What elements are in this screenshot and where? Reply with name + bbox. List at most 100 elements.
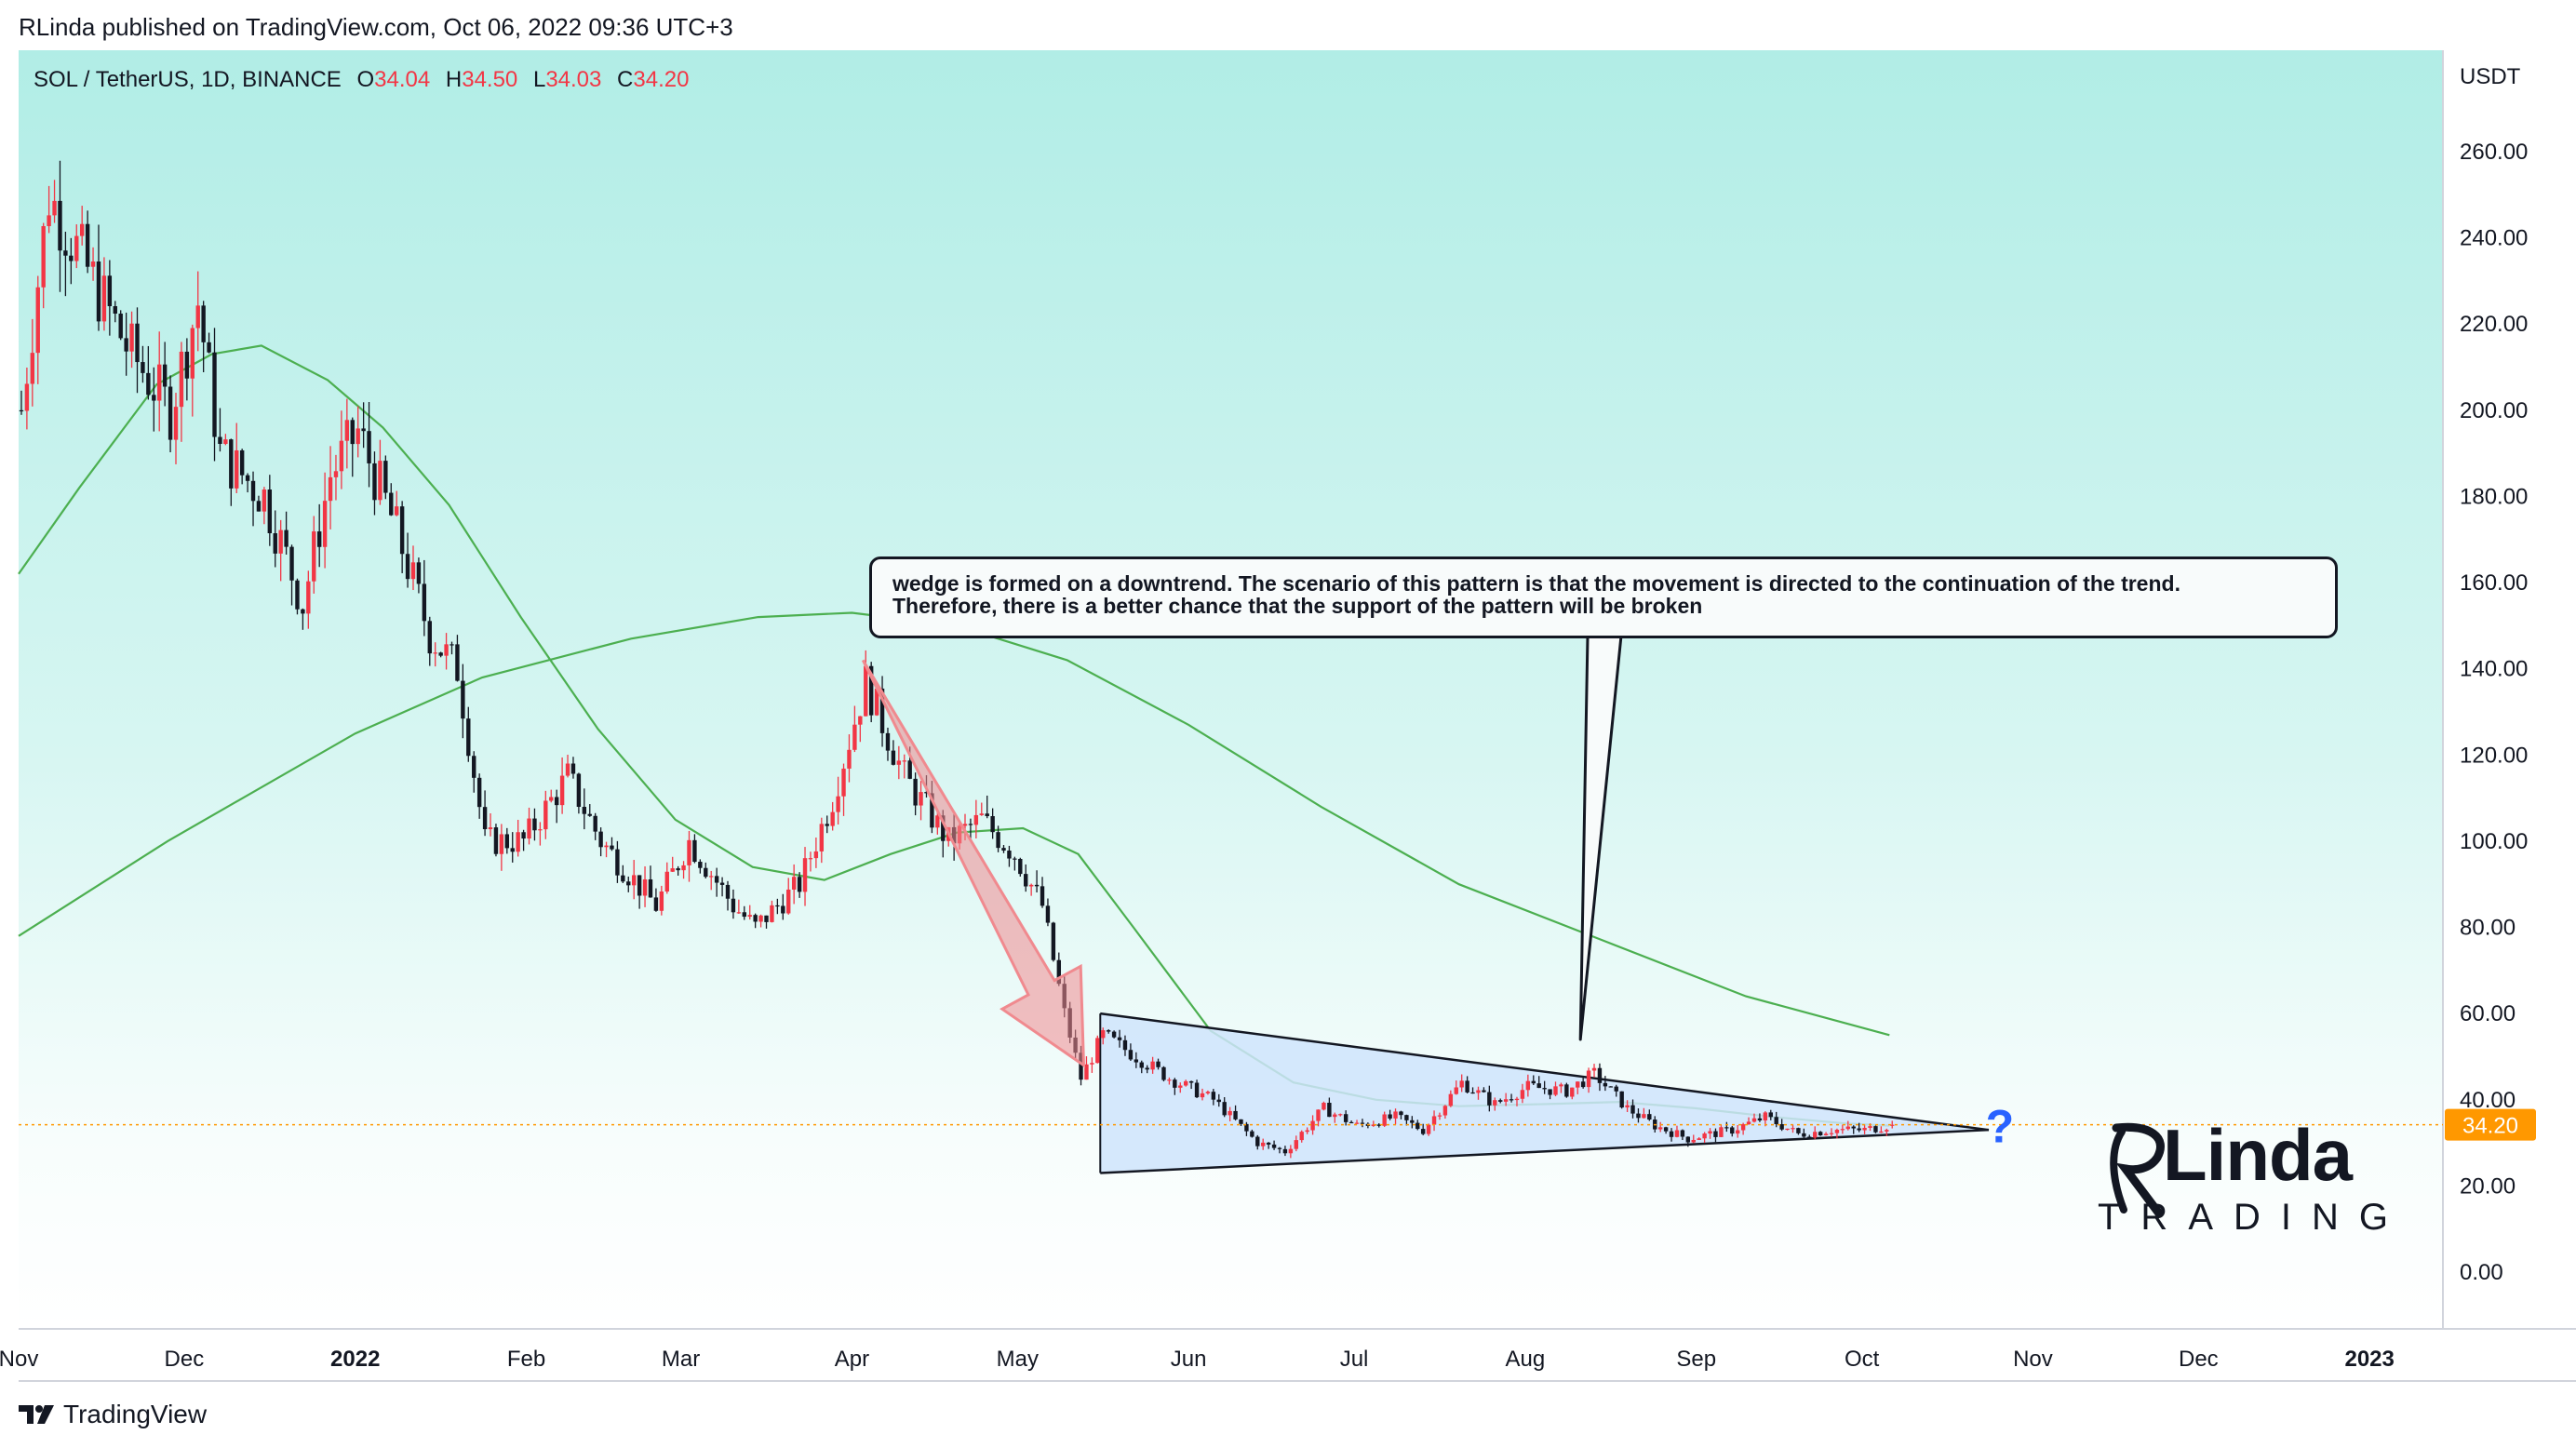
candle-body (1173, 1079, 1177, 1088)
candle-body (1597, 1067, 1603, 1083)
candle-body (1134, 1059, 1139, 1063)
candle-body (1625, 1105, 1630, 1108)
candle-body (79, 223, 85, 236)
candle-body (190, 328, 195, 379)
candle-body (1514, 1098, 1520, 1101)
x-tick-label: May (997, 1347, 1039, 1372)
candle-body (819, 824, 825, 851)
candle-body (1476, 1090, 1481, 1093)
open-label: O (356, 67, 375, 92)
candle-body (670, 868, 675, 872)
candle-body (1493, 1100, 1497, 1106)
candle-body (935, 815, 940, 828)
candle-body (1399, 1111, 1403, 1116)
candle-body (731, 898, 736, 913)
candle-body (218, 436, 222, 444)
candle-body (1630, 1105, 1635, 1114)
candle-body (747, 915, 752, 918)
candle-body (1818, 1132, 1823, 1136)
candle-body (278, 530, 283, 554)
candle-body (195, 305, 200, 328)
candle-body (676, 868, 680, 871)
candle-body (47, 215, 51, 227)
candle-body (410, 562, 416, 580)
y-tick-label: 120.00 (2460, 743, 2528, 768)
candle-body (990, 816, 995, 833)
candle-body (1250, 1131, 1254, 1137)
candle-body (1657, 1127, 1663, 1130)
question-mark: ? (1986, 1101, 2015, 1153)
candle-body (1890, 1124, 1895, 1126)
candle-body (532, 818, 537, 831)
logo-name: Linda (2163, 1114, 2353, 1196)
candle-body (864, 665, 868, 717)
candle-body (63, 250, 68, 256)
candle-body (141, 362, 145, 373)
candle-body (626, 881, 631, 886)
y-tick-label: 160.00 (2460, 570, 2528, 596)
candle-body (1382, 1114, 1387, 1126)
candle-body (1685, 1136, 1691, 1143)
candle-body (582, 807, 587, 814)
x-tick-label: Mar (662, 1347, 700, 1372)
candle-body (1090, 1063, 1094, 1065)
candle-body (322, 501, 328, 547)
candle-body (1194, 1082, 1200, 1098)
candle-body (852, 724, 857, 750)
candle-body (405, 554, 410, 580)
x-tick-label: Sep (1676, 1347, 1716, 1372)
candle-body (1205, 1092, 1211, 1093)
candle-body (637, 875, 642, 896)
tradingview-brand[interactable]: TradingView (19, 1400, 207, 1429)
candle-body (1420, 1129, 1426, 1134)
candle-body (1299, 1132, 1304, 1141)
bottom-bar (0, 1392, 2576, 1448)
y-tick-label: 80.00 (2460, 916, 2516, 941)
candle-body (328, 476, 333, 502)
candle-body (879, 688, 885, 733)
candle-body (742, 912, 746, 918)
candle-body (333, 471, 339, 477)
y-axis: 260.00 240.00 220.00 200.00 180.00 160.00 140.… (2460, 140, 2528, 1285)
candle-body (107, 275, 113, 307)
candle-body (90, 261, 96, 267)
candle-body (968, 824, 973, 825)
annotation-callout[interactable]: wedge is formed on a downtrend. The scen… (869, 556, 2338, 638)
candle-body (168, 386, 173, 440)
candle-body (554, 797, 559, 806)
candle-body (24, 383, 30, 411)
candle-body (1663, 1127, 1669, 1132)
price-chart[interactable]: USDT 260.00 240.00 220.00 200.00 180.00 160.0… (0, 0, 2576, 1392)
candle-body (179, 351, 184, 408)
candle-body (273, 532, 277, 554)
candle-body (764, 915, 769, 922)
callout-pointer[interactable]: ? (1578, 634, 2015, 1153)
candle-body (1774, 1117, 1778, 1125)
candle-body (493, 827, 499, 854)
y-tick-label: 220.00 (2460, 312, 2528, 337)
low-value: 34.03 (545, 67, 602, 92)
candle-body (1233, 1110, 1238, 1120)
candle-body (687, 839, 691, 865)
down-arrow[interactable] (861, 659, 1086, 1068)
candle-body (1028, 884, 1034, 887)
candle-body (1211, 1092, 1216, 1100)
candle-body (1079, 1052, 1083, 1080)
candle-body (543, 800, 548, 830)
high-label: H (445, 67, 463, 92)
candles (19, 160, 1895, 1159)
candle-body (1316, 1109, 1321, 1121)
candle-body (1128, 1050, 1134, 1060)
x-tick-label: Nov (0, 1347, 38, 1372)
candle-body (1410, 1120, 1415, 1123)
candle-body (1719, 1127, 1724, 1137)
candle-body (598, 831, 603, 848)
low-label: L (532, 67, 546, 92)
x-tick-label: Feb (507, 1347, 545, 1372)
candle-body (704, 867, 708, 878)
candle-body (521, 832, 526, 839)
candle-body (101, 275, 107, 322)
candle-body (212, 352, 217, 437)
candle-body (1282, 1148, 1288, 1154)
candle-body (653, 897, 659, 911)
